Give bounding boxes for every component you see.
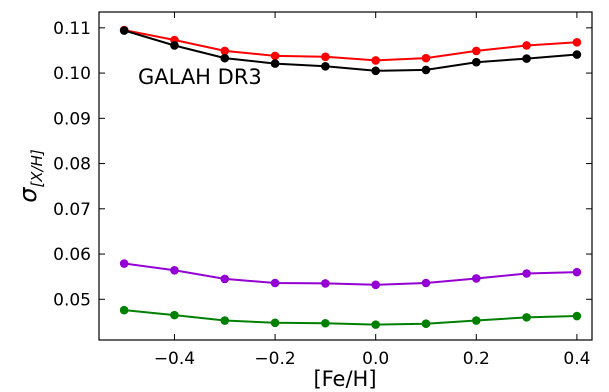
data-point xyxy=(270,278,280,288)
y-tick-label: 0.05 xyxy=(53,290,91,310)
data-point xyxy=(371,320,380,329)
data-point xyxy=(220,274,230,284)
data-point xyxy=(270,51,280,61)
data-point xyxy=(270,318,280,328)
series-lines xyxy=(123,29,577,326)
data-point xyxy=(471,274,481,283)
data-point xyxy=(421,65,431,75)
data-point xyxy=(421,278,431,288)
data-point xyxy=(471,46,481,56)
data-point xyxy=(522,54,531,63)
data-point xyxy=(572,50,582,59)
data-point xyxy=(220,46,230,56)
x-tick-label: −0.2 xyxy=(254,349,295,369)
y-tick-label: 0.11 xyxy=(53,19,91,39)
data-point xyxy=(421,319,431,329)
data-point xyxy=(471,316,481,325)
data-point xyxy=(170,266,179,275)
data-point xyxy=(220,316,230,325)
x-axis-label: [Fe/H] xyxy=(313,367,376,391)
y-tick-label: 0.08 xyxy=(53,155,91,175)
data-point xyxy=(371,280,380,290)
ticks: −0.4 −0.2 0.0 0.2 0.4 0.05 0.06 0.07 0.08 0.09 0.1… xyxy=(53,12,592,369)
data-point xyxy=(421,53,431,63)
data-point xyxy=(270,59,280,68)
data-point xyxy=(119,305,129,315)
data-point xyxy=(321,61,330,71)
y-axis-label-subscript: [X/H] xyxy=(28,149,46,187)
series-points xyxy=(119,25,582,329)
y-tick-label: 0.09 xyxy=(53,109,91,129)
y-tick-label: 0.06 xyxy=(53,245,91,265)
data-point xyxy=(170,41,179,50)
chart-annotation: GALAH DR3 xyxy=(138,65,262,89)
x-tick-label: 0.4 xyxy=(563,349,590,369)
x-tick-label: 0.0 xyxy=(362,349,389,369)
data-point xyxy=(572,311,582,321)
data-point xyxy=(119,259,129,268)
plot-frame xyxy=(98,11,593,341)
data-point xyxy=(321,52,330,62)
series-line-2 xyxy=(123,29,577,72)
data-point xyxy=(522,41,531,50)
data-point xyxy=(371,56,380,65)
y-tick-label: 0.07 xyxy=(53,200,91,220)
y-tick-label: 0.10 xyxy=(53,64,91,84)
data-point xyxy=(220,53,230,63)
series-line-3 xyxy=(124,262,577,286)
data-point xyxy=(119,26,129,35)
data-point xyxy=(522,313,531,322)
series-line-4 xyxy=(124,309,577,326)
data-point xyxy=(522,269,531,278)
data-point xyxy=(371,66,380,76)
x-tick-label: 0.2 xyxy=(463,349,490,369)
data-point xyxy=(572,38,582,47)
data-point xyxy=(572,267,582,277)
data-point xyxy=(321,279,330,288)
data-point xyxy=(471,57,481,67)
series-line-1 xyxy=(124,29,577,62)
y-axis-label: σ[X/H] xyxy=(14,149,46,203)
x-tick-label: −0.4 xyxy=(154,349,195,369)
data-point xyxy=(321,318,330,328)
data-point xyxy=(170,310,179,320)
y-axis-label-symbol: σ xyxy=(14,187,42,203)
